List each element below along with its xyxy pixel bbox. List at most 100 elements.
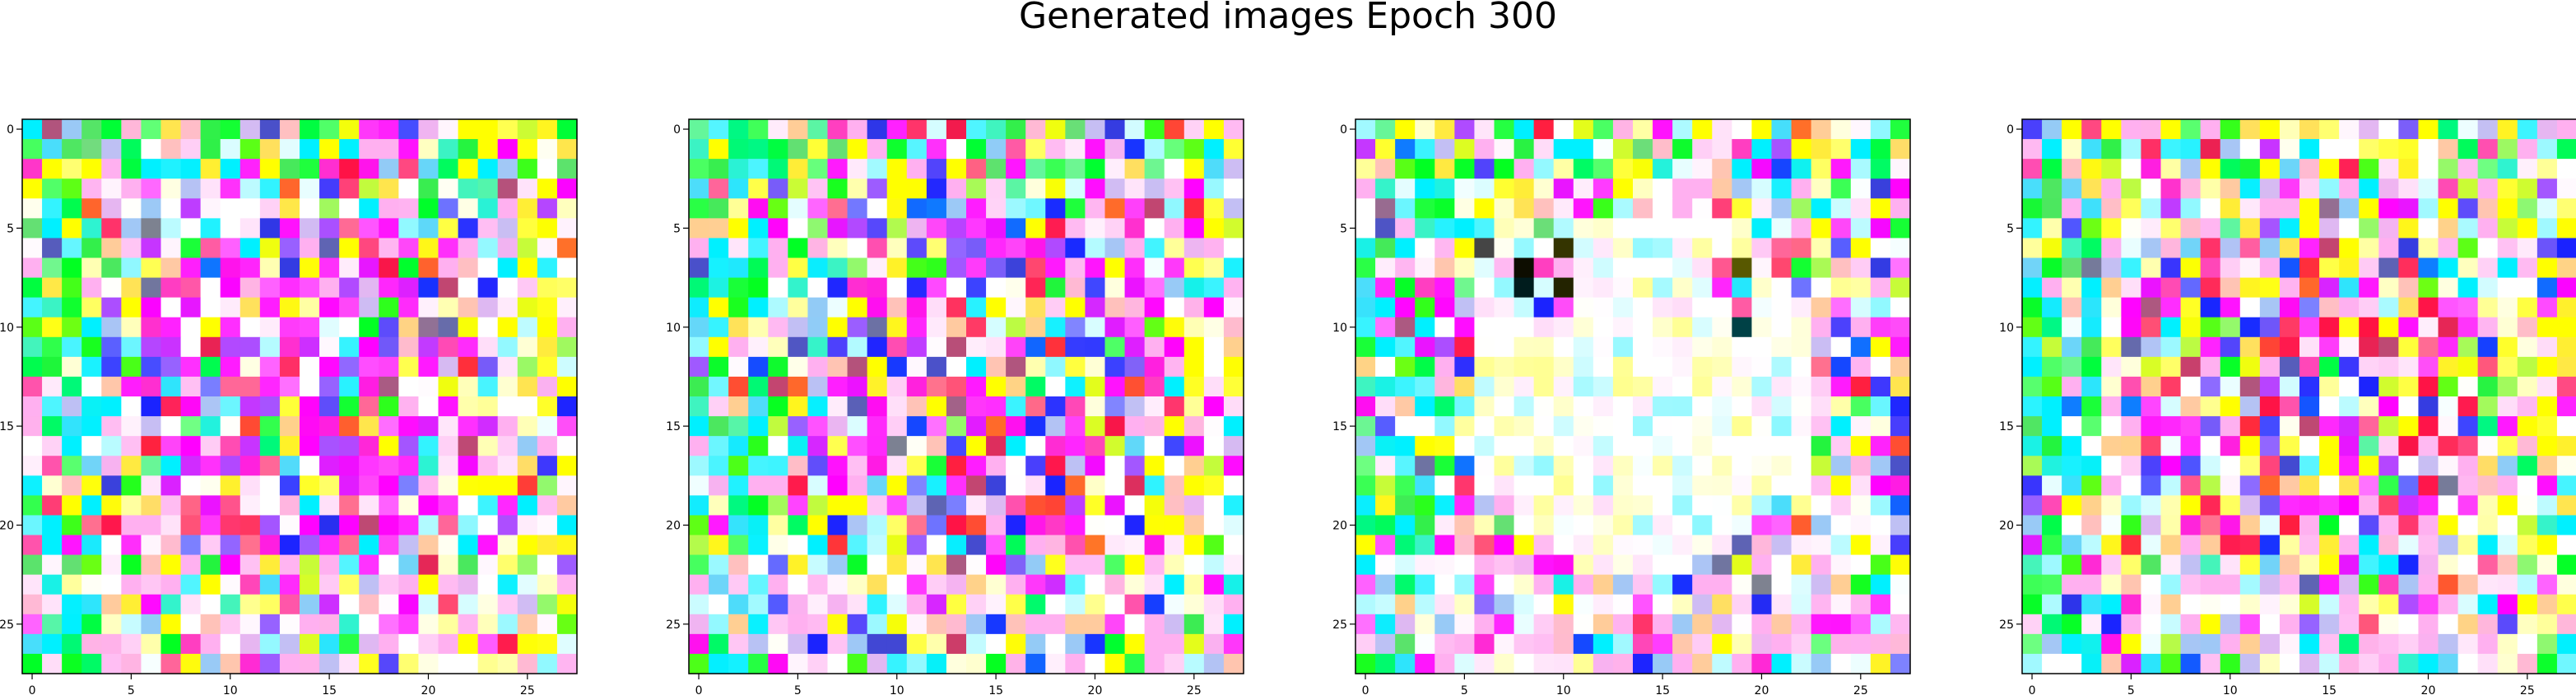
pixel-cell <box>1811 139 1832 160</box>
pixel-cell <box>2477 436 2499 456</box>
pixel-cell <box>62 277 82 299</box>
pixel-cell <box>2299 336 2320 358</box>
pixel-cell <box>418 257 439 279</box>
pixel-cell <box>2457 416 2479 437</box>
pixel-cell <box>768 198 788 219</box>
pixel-cell <box>2239 159 2261 179</box>
pixel-cell <box>1085 614 1106 635</box>
pixel-cell <box>42 159 63 179</box>
pixel-cell <box>359 238 379 259</box>
pixel-cell <box>2378 178 2399 199</box>
pixel-cell <box>1653 574 1673 595</box>
pixel-cell <box>748 119 769 140</box>
pixel-cell <box>62 139 82 160</box>
pixel-cell <box>1494 653 1515 674</box>
pixel-cell <box>279 396 300 417</box>
pixel-cell <box>1791 159 1812 179</box>
pixel-cell <box>768 277 788 299</box>
pixel-cell <box>220 554 241 576</box>
pixel-cell <box>946 198 967 219</box>
pixel-cell <box>748 277 769 299</box>
pixel-cell <box>1593 574 1614 595</box>
pixel-cell <box>2180 495 2202 517</box>
pixel-cell <box>379 515 399 536</box>
pixel-cell <box>1811 198 1832 219</box>
pixel-cell <box>2299 535 2320 556</box>
pixel-cell <box>438 416 459 437</box>
pixel-cell <box>2556 574 2576 595</box>
pixel-cell <box>319 475 340 496</box>
pixel-cell <box>42 535 63 556</box>
pixel-cell <box>1890 495 1911 517</box>
pixel-cell <box>2299 416 2320 437</box>
pixel-cell <box>709 119 729 140</box>
pixel-cell <box>2101 218 2122 239</box>
pixel-cell <box>847 495 868 517</box>
pixel-cell <box>1183 356 1205 378</box>
pixel-cell <box>556 535 578 556</box>
pixel-cell <box>1025 495 1046 517</box>
pixel-cell <box>2398 535 2420 556</box>
pixel-cell <box>1045 317 1066 338</box>
pixel-cell <box>1692 495 1713 517</box>
pixel-cell <box>1553 336 1574 358</box>
pixel-cell <box>339 159 360 179</box>
pixel-cell <box>438 456 459 476</box>
pixel-cell <box>2299 317 2320 338</box>
pixel-cell <box>180 614 202 635</box>
pixel-cell <box>2180 456 2202 476</box>
pixel-cell <box>42 119 63 140</box>
pixel-cell <box>2259 376 2281 397</box>
pixel-cell <box>2180 554 2202 576</box>
pixel-cell <box>259 633 281 655</box>
pixel-cell <box>2279 139 2300 160</box>
pixel-cell <box>1355 594 1376 615</box>
pixel-cell <box>1653 515 1673 536</box>
pixel-cell <box>2438 178 2459 199</box>
pixel-cell <box>1164 159 1185 179</box>
pixel-cell <box>847 436 868 456</box>
pixel-cell <box>259 653 281 674</box>
pixel-cell <box>1612 495 1634 517</box>
pixel-cell <box>239 297 261 318</box>
pixel-cell <box>926 594 947 615</box>
pixel-cell <box>517 396 538 417</box>
pixel-cell <box>807 198 829 219</box>
pixel-cell <box>2339 178 2360 199</box>
pixel-cell <box>418 653 439 674</box>
pixel-cell <box>2022 198 2043 219</box>
pixel-cell <box>2378 653 2399 674</box>
pixel-cell <box>2477 257 2499 279</box>
pixel-cell <box>807 376 829 397</box>
pixel-cell <box>2457 317 2479 338</box>
pixel-cell <box>2042 535 2062 556</box>
pixel-cell <box>1183 277 1205 299</box>
pixel-cell <box>1890 317 1911 338</box>
pixel-cell <box>1494 376 1515 397</box>
pixel-cell <box>2022 218 2043 239</box>
pixel-cell <box>200 515 221 536</box>
pixel-cell <box>1124 594 1146 615</box>
pixel-cell <box>1870 277 1891 299</box>
pixel-cell <box>847 119 868 140</box>
pixel-cell <box>768 238 788 259</box>
pixel-cell <box>180 594 202 615</box>
pixel-cell <box>1006 356 1026 378</box>
pixel-cell <box>1203 356 1225 378</box>
pixel-cell <box>1633 475 1653 496</box>
pixel-cell <box>926 159 947 179</box>
pixel-cell <box>319 614 340 635</box>
pixel-cell <box>1672 257 1693 279</box>
pixel-cell <box>2279 257 2300 279</box>
pixel-cell <box>300 218 320 239</box>
pixel-cell <box>101 198 122 219</box>
pixel-cell <box>300 376 320 397</box>
pixel-cell <box>2398 456 2420 476</box>
pixel-cell <box>768 475 788 496</box>
pixel-cell <box>1672 139 1693 160</box>
pixel-cell <box>1771 336 1793 358</box>
pixel-cell <box>300 356 320 378</box>
pixel-cell <box>259 238 281 259</box>
pixel-cell <box>259 317 281 338</box>
pixel-cell <box>1830 119 1852 140</box>
